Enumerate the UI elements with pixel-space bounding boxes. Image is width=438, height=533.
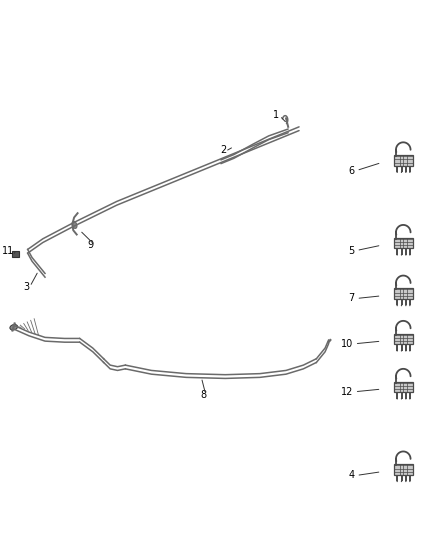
Circle shape	[396, 254, 398, 256]
Circle shape	[409, 171, 410, 173]
Circle shape	[405, 398, 406, 400]
Ellipse shape	[72, 221, 77, 229]
Bar	[394, 155, 413, 166]
Bar	[394, 382, 413, 392]
Circle shape	[401, 304, 402, 306]
Circle shape	[396, 480, 398, 482]
Circle shape	[401, 480, 402, 482]
Bar	[394, 238, 413, 248]
Circle shape	[401, 398, 402, 400]
Text: 11: 11	[2, 246, 14, 255]
Circle shape	[409, 398, 410, 400]
Text: 9: 9	[88, 240, 94, 250]
Circle shape	[405, 171, 406, 173]
Circle shape	[401, 350, 402, 352]
Circle shape	[409, 304, 410, 306]
Text: 6: 6	[349, 166, 355, 175]
Bar	[394, 288, 413, 299]
Text: 7: 7	[348, 294, 355, 303]
Circle shape	[401, 254, 402, 256]
Text: 3: 3	[23, 282, 29, 292]
Circle shape	[405, 480, 406, 482]
Circle shape	[396, 398, 398, 400]
Circle shape	[396, 171, 398, 173]
Circle shape	[405, 254, 406, 256]
Text: 4: 4	[349, 471, 355, 480]
Circle shape	[396, 304, 398, 306]
Circle shape	[405, 350, 406, 352]
Text: 2: 2	[220, 146, 226, 155]
Ellipse shape	[10, 325, 18, 330]
Circle shape	[409, 254, 410, 256]
Circle shape	[396, 350, 398, 352]
Circle shape	[409, 480, 410, 482]
Circle shape	[405, 304, 406, 306]
Text: 8: 8	[201, 391, 207, 400]
Circle shape	[409, 350, 410, 352]
Text: 12: 12	[341, 387, 353, 397]
Bar	[394, 334, 413, 344]
Circle shape	[401, 171, 402, 173]
Bar	[394, 464, 413, 475]
Text: 1: 1	[273, 110, 279, 119]
Text: 5: 5	[348, 246, 355, 255]
Bar	[11, 251, 19, 257]
Text: 10: 10	[341, 339, 353, 349]
